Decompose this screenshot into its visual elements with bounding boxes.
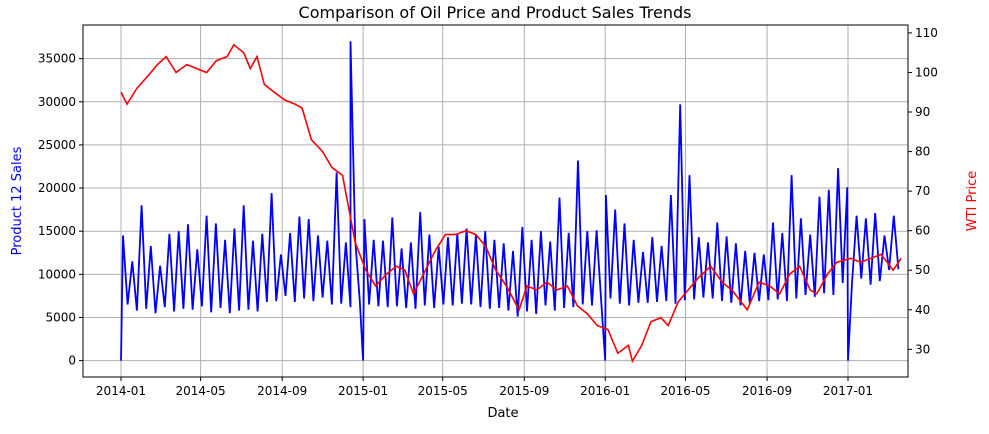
right-y-tick-label: 30 bbox=[915, 342, 930, 356]
right-y-tick-label: 80 bbox=[915, 145, 930, 159]
oil-price-series-line bbox=[120, 43, 902, 364]
left-y-tick-label: 5000 bbox=[45, 310, 76, 324]
right-y-tick-label: 90 bbox=[915, 105, 930, 119]
left-y-tick-label: 35000 bbox=[38, 52, 76, 66]
right-y-tick-label: 60 bbox=[915, 224, 930, 238]
x-tick-label: 2015-05 bbox=[418, 384, 468, 398]
right-y-tick-label: 40 bbox=[915, 303, 930, 317]
right-y-tick-label: 110 bbox=[915, 26, 938, 40]
x-tick-label: 2014-05 bbox=[176, 384, 226, 398]
x-tick-label: 2015-09 bbox=[499, 384, 549, 398]
x-tick-label: 2014-09 bbox=[257, 384, 307, 398]
right-y-tick-label: 100 bbox=[915, 65, 938, 79]
sales-series-line bbox=[120, 41, 900, 361]
left-y-tick-label: 25000 bbox=[38, 138, 76, 152]
right-axis-label: WTI Price bbox=[965, 171, 980, 231]
left-y-tick-label: 10000 bbox=[38, 267, 76, 281]
chart-title: Comparison of Oil Price and Product Sale… bbox=[299, 3, 692, 22]
x-axis-label: Date bbox=[487, 406, 518, 421]
left-y-tick-label: 20000 bbox=[38, 181, 76, 195]
left-axis-label: Product 12 Sales bbox=[10, 146, 25, 255]
plot-frame bbox=[82, 24, 909, 378]
right-y-tick-label: 50 bbox=[915, 263, 930, 277]
x-tick-label: 2016-05 bbox=[660, 384, 710, 398]
left-y-tick-label: 15000 bbox=[38, 224, 76, 238]
left-y-tick-label: 0 bbox=[68, 354, 76, 368]
x-tick-label: 2016-09 bbox=[742, 384, 792, 398]
left-y-tick-label: 30000 bbox=[38, 95, 76, 109]
x-tick-label: 2014-01 bbox=[96, 384, 146, 398]
right-y-tick-label: 70 bbox=[915, 184, 930, 198]
x-tick-label: 2017-01 bbox=[823, 384, 873, 398]
x-tick-label: 2015-01 bbox=[338, 384, 388, 398]
x-tick-label: 2016-01 bbox=[580, 384, 630, 398]
